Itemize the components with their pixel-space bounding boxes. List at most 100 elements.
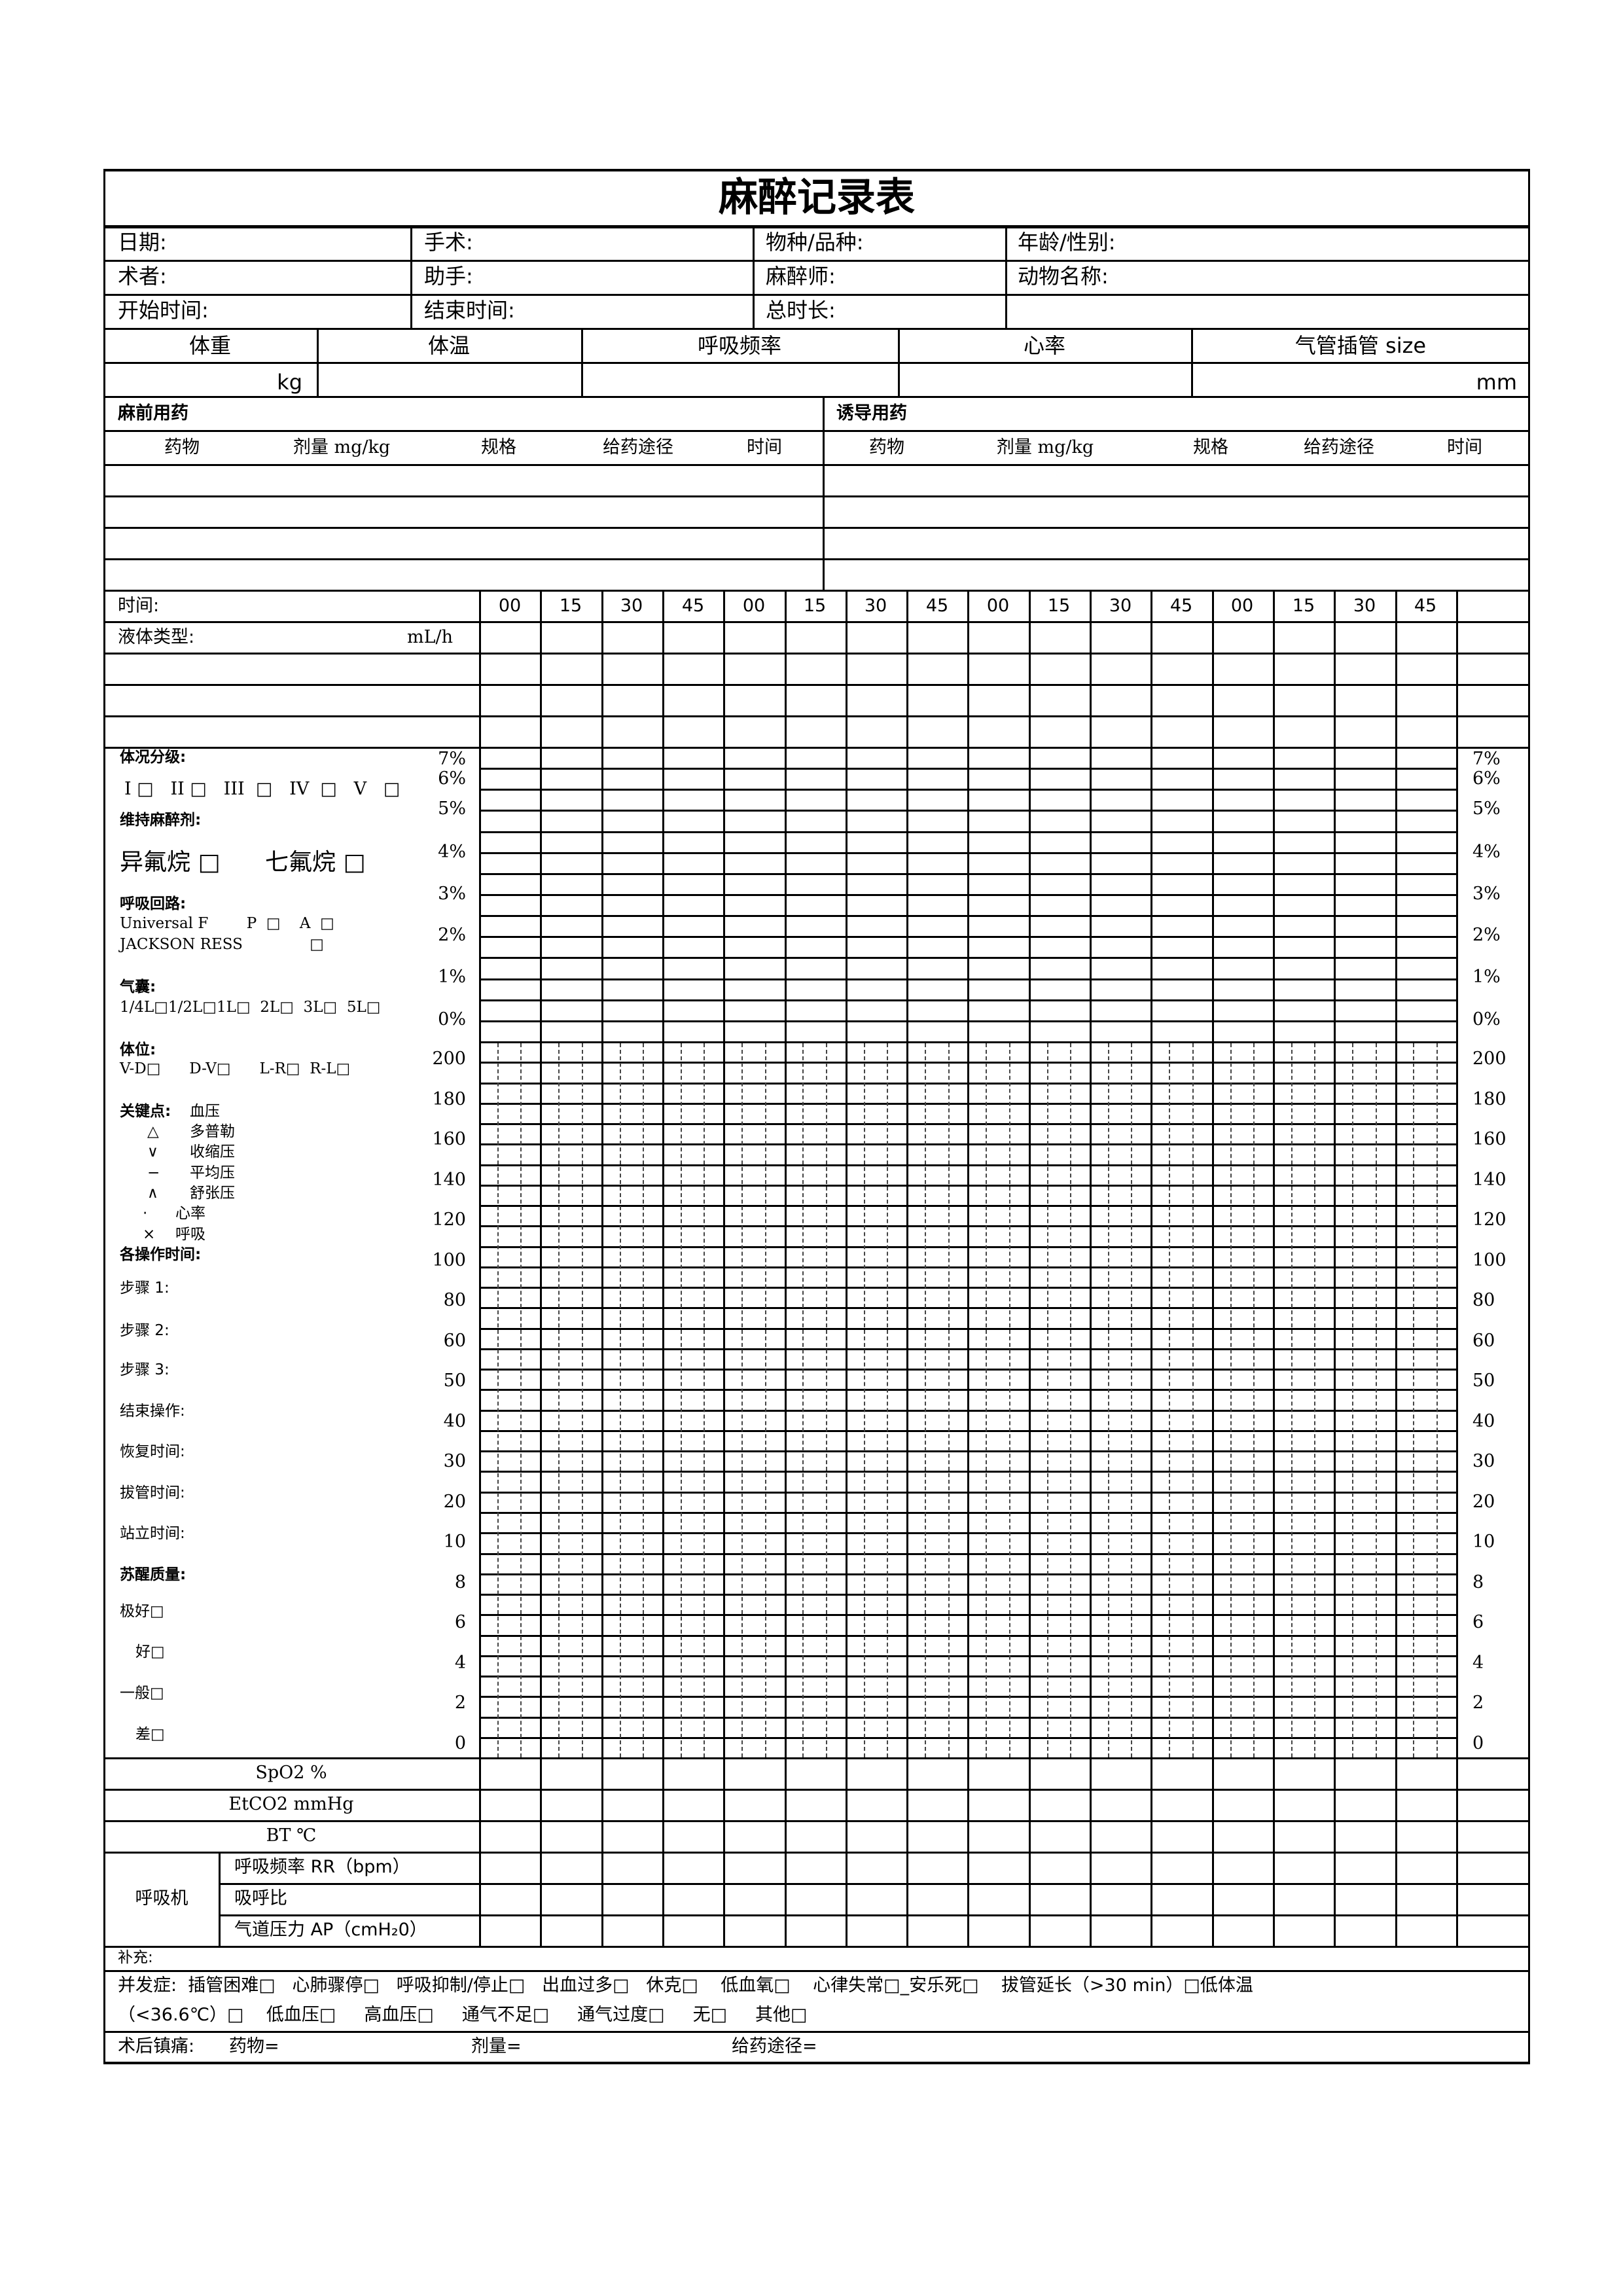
legend-symbol: − xyxy=(147,1164,160,1181)
value-axis-label-right: 40 xyxy=(1472,1411,1495,1431)
value-axis-label-right: 4 xyxy=(1472,1653,1484,1673)
grid-dashed-line xyxy=(765,1043,766,1757)
time-tick: 15 xyxy=(1292,596,1315,616)
sevoflurane-option[interactable]: 七氟烷 □ xyxy=(265,849,366,876)
complications-line-1[interactable]: 并发症: 插管困难□ 心肺骤停□ 呼吸抑制/停止□ 出血过多□ 休克□ 低血氧□… xyxy=(118,1975,1253,1996)
age-sex-field[interactable]: 年龄/性别: xyxy=(1018,230,1116,255)
grid-dashed-line xyxy=(643,1043,644,1757)
value-axis-label-right: 120 xyxy=(1472,1210,1507,1230)
percent-axis-label-left: 2% xyxy=(438,925,466,945)
assistant-field[interactable]: 助手: xyxy=(424,264,473,289)
notes-field[interactable]: 补充: xyxy=(118,1949,153,1966)
value-axis-label-right: 50 xyxy=(1472,1371,1495,1391)
percent-axis-label-right: 2% xyxy=(1472,925,1501,945)
grid-dashed-line xyxy=(925,1043,926,1757)
value-axis-label-left: 0 xyxy=(454,1733,466,1753)
grid-line xyxy=(479,1307,1456,1309)
grid-line xyxy=(103,1757,1530,1759)
grid-line xyxy=(219,1852,221,1946)
form-title: 麻醉记录表 xyxy=(719,175,915,221)
recovery-good[interactable]: 好□ xyxy=(135,1643,165,1660)
surgeon-field[interactable]: 术者: xyxy=(118,264,167,289)
circuit-jackson[interactable]: JACKSON RESS □ xyxy=(120,936,324,953)
grid-line xyxy=(479,1471,1456,1473)
grid-line xyxy=(103,328,1530,330)
operation-time-field[interactable]: 结束操作: xyxy=(120,1403,185,1420)
value-axis-label-left: 4 xyxy=(454,1653,466,1673)
resp-rate-header: 呼吸频率 xyxy=(697,333,782,358)
grid-line xyxy=(479,1287,1456,1289)
grid-line xyxy=(103,653,1530,655)
operation-time-field[interactable]: 步骤 2: xyxy=(120,1322,169,1339)
end-time-field[interactable]: 结束时间: xyxy=(424,298,515,323)
duration-field[interactable]: 总时长: xyxy=(766,298,836,323)
grid-line xyxy=(103,294,1530,296)
value-axis-label-left: 60 xyxy=(443,1331,466,1351)
value-axis-label-left: 30 xyxy=(443,1451,466,1471)
grid-dashed-line xyxy=(1436,1043,1438,1757)
temperature-header: 体温 xyxy=(427,333,471,358)
grid-line xyxy=(479,1492,1456,1494)
grid-line xyxy=(479,1594,1456,1596)
grid-line xyxy=(479,1041,1456,1043)
start-time-field[interactable]: 开始时间: xyxy=(118,298,209,323)
premed-col-spec: 规格 xyxy=(481,437,516,457)
value-axis-label-left: 40 xyxy=(443,1411,466,1431)
percent-axis-label-left: 0% xyxy=(438,1009,466,1030)
vent-ap-label: 气道压力 AP（cmH₂0） xyxy=(234,1920,427,1940)
operation-time-field[interactable]: 步骤 3: xyxy=(120,1361,169,1378)
operation-time-field[interactable]: 站立时间: xyxy=(120,1525,185,1542)
grid-dashed-line xyxy=(864,1043,865,1757)
isoflurane-option[interactable]: 异氟烷 □ xyxy=(120,849,221,876)
anesthetist-field[interactable]: 麻醉师: xyxy=(766,264,836,289)
grid-dashed-line xyxy=(986,1043,987,1757)
operation-time-field[interactable]: 恢复时间: xyxy=(120,1443,185,1460)
legend-symbol: · xyxy=(143,1205,148,1223)
percent-axis-label-left: 1% xyxy=(438,967,466,987)
postop-route-field[interactable]: 给药途径= xyxy=(732,2036,817,2056)
grid-dashed-line xyxy=(704,1043,705,1757)
bag-options[interactable]: 1/4L□1/2L□1L□ 2L□ 3L□ 5L□ xyxy=(120,999,381,1016)
asa-options[interactable]: I □ II □ III □ IV □ V □ xyxy=(124,779,401,799)
fluid-unit-label: mL/h xyxy=(407,627,454,647)
circuit-universal[interactable]: Universal F P □ A □ xyxy=(120,915,334,932)
postop-dose-field[interactable]: 剂量= xyxy=(471,2036,522,2056)
grid-line xyxy=(479,1164,1456,1166)
species-field[interactable]: 物种/品种: xyxy=(766,230,864,255)
recovery-poor[interactable]: 差□ xyxy=(135,1726,165,1743)
value-axis-label-left: 100 xyxy=(432,1250,466,1270)
operation-time-field[interactable]: 拔管时间: xyxy=(120,1484,185,1501)
bt-label: BT ℃ xyxy=(266,1825,317,1846)
date-field[interactable]: 日期: xyxy=(118,230,167,255)
tube-unit: mm xyxy=(1476,370,1517,395)
surgery-field[interactable]: 手术: xyxy=(424,230,473,255)
operation-time-field[interactable]: 步骤 1: xyxy=(120,1280,169,1297)
grid-line xyxy=(581,328,583,396)
grid-line xyxy=(1528,169,1530,2062)
grid-line xyxy=(479,1389,1456,1391)
grid-line xyxy=(479,1205,1456,1207)
value-axis-label-left: 140 xyxy=(432,1170,466,1190)
grid-line xyxy=(103,558,1530,560)
grid-line xyxy=(479,957,1456,959)
grid-line xyxy=(479,1369,1456,1371)
grid-line xyxy=(479,1246,1456,1248)
recovery-excellent[interactable]: 极好□ xyxy=(120,1603,164,1620)
grid-dashed-line xyxy=(1376,1043,1377,1757)
grid-dashed-line xyxy=(1192,1043,1194,1757)
value-axis-label-left: 50 xyxy=(443,1371,466,1391)
postop-drug-field[interactable]: 药物= xyxy=(229,2036,279,2056)
grid-line xyxy=(823,396,825,590)
complications-line-2[interactable]: （<36.6℃）□ 低血压□ 高血压□ 通气不足□ 通气过度□ 无□ 其他□ xyxy=(118,2005,808,2025)
grid-line xyxy=(103,527,1530,529)
animal-name-field[interactable]: 动物名称: xyxy=(1018,264,1109,289)
recovery-fair[interactable]: 一般□ xyxy=(120,1685,164,1702)
legend-label: 舒张压 xyxy=(190,1184,235,1202)
induction-col-time: 时间 xyxy=(1447,437,1482,457)
time-tick: 00 xyxy=(742,596,766,616)
position-options[interactable]: V-D□ D-V□ L-R□ R-L□ xyxy=(120,1060,351,1077)
grid-line xyxy=(479,810,1456,812)
grid-dashed-line xyxy=(826,1043,827,1757)
postop-label: 术后镇痛: xyxy=(118,2036,195,2056)
